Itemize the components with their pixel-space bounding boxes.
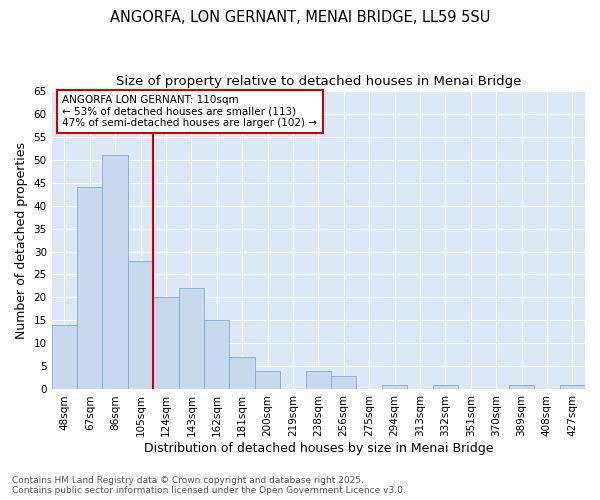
Bar: [77, 187, 103, 390]
Bar: [128, 260, 153, 390]
Bar: [52, 325, 77, 390]
Bar: [433, 385, 458, 390]
Bar: [560, 385, 585, 390]
Text: Contains HM Land Registry data © Crown copyright and database right 2025.
Contai: Contains HM Land Registry data © Crown c…: [12, 476, 406, 495]
Bar: [153, 298, 179, 390]
Bar: [204, 320, 229, 390]
Bar: [255, 371, 280, 390]
Bar: [382, 385, 407, 390]
Bar: [305, 371, 331, 390]
X-axis label: Distribution of detached houses by size in Menai Bridge: Distribution of detached houses by size …: [143, 442, 493, 455]
Text: ANGORFA LON GERNANT: 110sqm
← 53% of detached houses are smaller (113)
47% of se: ANGORFA LON GERNANT: 110sqm ← 53% of det…: [62, 95, 317, 128]
Bar: [179, 288, 204, 390]
Y-axis label: Number of detached properties: Number of detached properties: [15, 142, 28, 338]
Text: ANGORFA, LON GERNANT, MENAI BRIDGE, LL59 5SU: ANGORFA, LON GERNANT, MENAI BRIDGE, LL59…: [110, 10, 490, 25]
Title: Size of property relative to detached houses in Menai Bridge: Size of property relative to detached ho…: [116, 75, 521, 88]
Bar: [103, 155, 128, 390]
Bar: [509, 385, 534, 390]
Bar: [331, 376, 356, 390]
Bar: [229, 358, 255, 390]
